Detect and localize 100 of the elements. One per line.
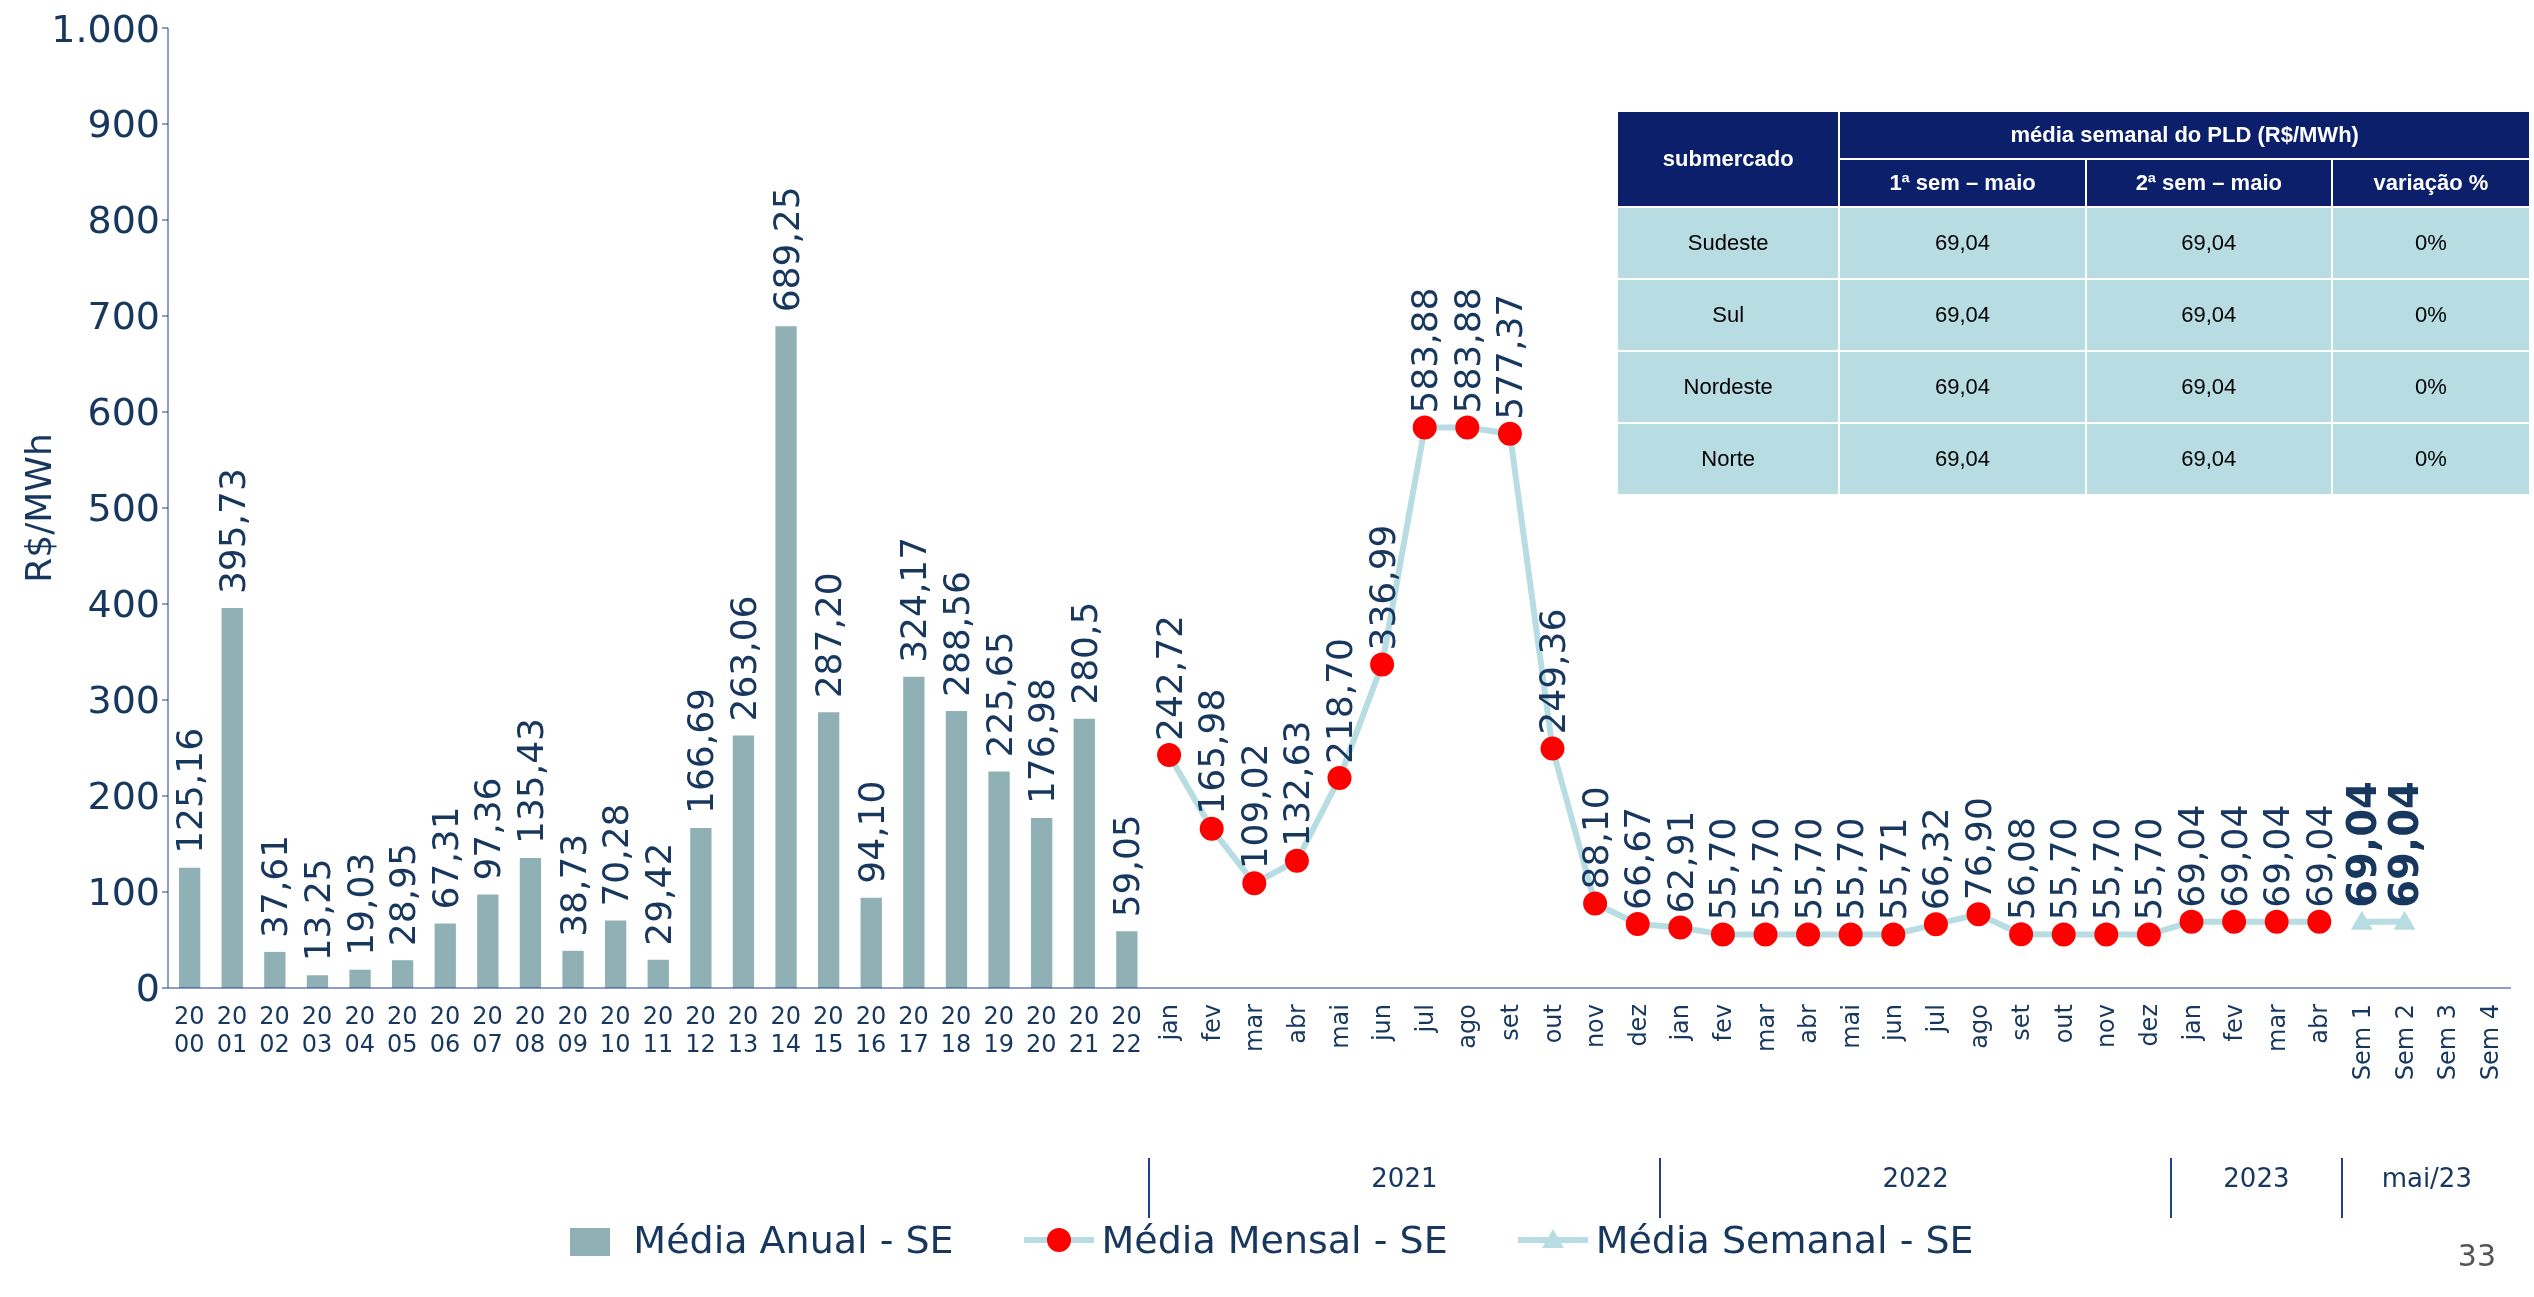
- bar: [732, 735, 755, 988]
- x-tick-label: 2022: [1111, 1002, 1142, 1058]
- x-tick-label: 2006: [429, 1002, 461, 1058]
- text: 0%: [2415, 230, 2447, 255]
- category-label: Sudeste: [1687, 230, 1769, 255]
- text: 2022: [1659, 1158, 2171, 1218]
- x-tick-label: jan: [2177, 1004, 2206, 1042]
- data-label: 176,98: [1021, 678, 1063, 805]
- bar: [349, 969, 371, 988]
- x-tick-label: 2015: [813, 1002, 844, 1058]
- x-tick-label: ago: [1453, 1004, 1482, 1049]
- category-label: variação %: [2331, 159, 2530, 207]
- point: [1668, 915, 1693, 940]
- legend-label: Média Anual - SE: [633, 1218, 954, 1262]
- y-axis-title: R$/MWh: [17, 433, 59, 583]
- data-label: 88,10: [1574, 786, 1616, 890]
- point: [1966, 902, 1991, 927]
- x-tick-label: jul: [1921, 1004, 1950, 1034]
- bar: [179, 867, 201, 988]
- data-label: 97,36: [467, 777, 509, 881]
- text: submercado: [1617, 111, 1840, 207]
- data-label: 38,73: [552, 833, 594, 937]
- bar: [264, 951, 286, 988]
- x-tick-label: mar: [2262, 1003, 2291, 1052]
- bar: [477, 894, 499, 988]
- text: 69,04: [1935, 302, 1991, 327]
- data-label: 583,88: [1404, 287, 1446, 414]
- data-label: 395,73: [211, 468, 253, 595]
- x-tick-label: set: [1495, 1004, 1524, 1041]
- text: média semanal do PLD (R$/MWh): [1839, 111, 2530, 159]
- point: [2264, 909, 2289, 934]
- data-label: 280,5: [1063, 601, 1105, 705]
- x-tick-label: jun: [1879, 1004, 1908, 1043]
- data-label: 218,70: [1319, 638, 1360, 765]
- data-label: 125,16: [169, 727, 211, 854]
- x-tick-label: ago: [1964, 1004, 1993, 1049]
- y-tick-label: 1.000: [51, 6, 160, 51]
- bar: [306, 975, 329, 988]
- data-label: 132,63: [1276, 720, 1318, 847]
- data-label: 37,61: [254, 834, 296, 938]
- data-label: 66,32: [1915, 807, 1957, 911]
- data-label: 69,04: [2256, 804, 2298, 908]
- point: [1157, 742, 1182, 767]
- point: [1455, 415, 1480, 440]
- text: 69,04: [2181, 302, 2237, 327]
- x-tick-label: 2020: [1026, 1002, 1057, 1058]
- data-label: 583,88: [1446, 287, 1488, 414]
- text: 69,04: [1935, 446, 1991, 471]
- y-tick-label: 900: [87, 102, 160, 147]
- point: [1242, 871, 1267, 896]
- bar: [775, 326, 797, 988]
- x-tick-label: out: [2049, 1004, 2078, 1044]
- y-tick-label: 0: [135, 966, 160, 1011]
- x-tick-label: mar: [1751, 1003, 1780, 1052]
- bar: [903, 676, 925, 988]
- data-label: 287,20: [808, 572, 850, 699]
- data-label: 55,70: [2085, 817, 2127, 921]
- x-tick-label: abr: [2305, 1003, 2334, 1044]
- text: 69,04: [2181, 230, 2237, 255]
- x-tick-label: 2008: [514, 1002, 546, 1058]
- category-label: 2ª sem – maio: [2085, 159, 2332, 207]
- data-label: 28,95: [382, 843, 424, 947]
- x-tick-label: 2018: [940, 1002, 972, 1058]
- data-label: 62,91: [1659, 810, 1701, 914]
- point: [2051, 922, 2076, 947]
- point: [1370, 652, 1395, 677]
- x-tick-label: Sem 4: [2475, 1004, 2504, 1081]
- point: [1540, 736, 1565, 761]
- point: [2136, 922, 2161, 947]
- text: 69,04: [2181, 446, 2237, 471]
- x-tick-label: fev: [2220, 1004, 2249, 1042]
- point: [1796, 922, 1821, 947]
- bar: [945, 710, 968, 988]
- point: [2009, 922, 2034, 947]
- x-tick-label: dez: [2134, 1004, 2163, 1047]
- data-label: 55,70: [1787, 817, 1829, 921]
- x-tick-label: abr: [1282, 1003, 1311, 1044]
- legend-label: Média Semanal - SE: [1595, 1218, 1974, 1262]
- category-label: Nordeste: [1683, 374, 1773, 399]
- data-label: 29,42: [637, 842, 679, 946]
- bar: [519, 857, 542, 988]
- x-tick-label: mar: [1240, 1003, 1269, 1052]
- data-label: 288,56: [935, 571, 977, 697]
- x-tick-label: 2009: [557, 1002, 588, 1058]
- bar: [988, 771, 1010, 988]
- bar: [605, 920, 627, 988]
- x-tick-label: jun: [1368, 1004, 1397, 1043]
- category-label: Norte: [1701, 446, 1756, 471]
- point: [1284, 848, 1309, 873]
- data-label: 55,70: [1702, 817, 1744, 921]
- x-tick-label: mai: [1325, 1004, 1354, 1049]
- x-tick-label: 2011: [642, 1002, 674, 1058]
- x-tick-label: dez: [1623, 1004, 1652, 1047]
- data-label: 55,70: [2043, 817, 2085, 921]
- bar: [1116, 931, 1138, 988]
- data-label: 70,28: [595, 803, 637, 907]
- text: 33: [2457, 1238, 2496, 1273]
- text: 2023: [2170, 1158, 2341, 1218]
- point: [2307, 909, 2332, 934]
- point: [2222, 909, 2247, 934]
